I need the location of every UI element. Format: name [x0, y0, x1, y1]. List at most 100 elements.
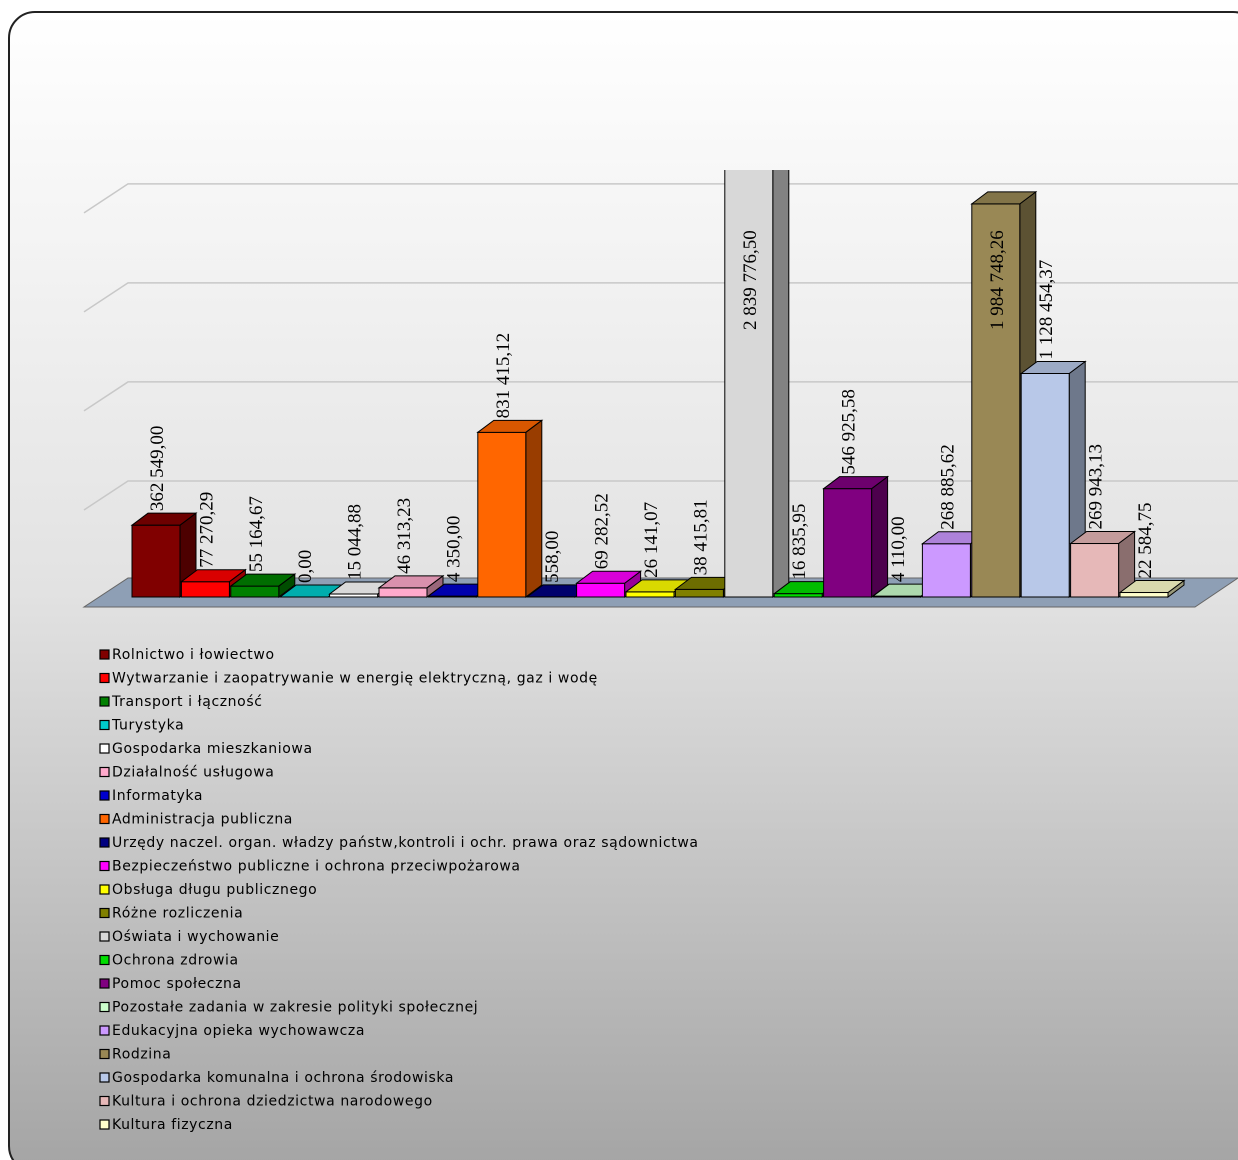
legend-swatch	[99, 1025, 110, 1036]
value-label: 546 925,58	[839, 389, 860, 475]
grid-line	[83, 381, 1238, 412]
value-label: 831 415,12	[493, 333, 514, 419]
bar	[822, 475, 890, 598]
bar-front	[180, 581, 230, 598]
legend-label: Rolnictwo i łowiectwo	[112, 647, 275, 663]
legend-label: Edukacyjna opieka wychowawcza	[112, 1023, 365, 1039]
legend-label: Gospodarka komunalna i ochrona środowisk…	[112, 1070, 454, 1086]
bars	[130, 170, 1186, 598]
legend-swatch	[99, 766, 110, 778]
bar-front	[921, 543, 971, 598]
value-label: 362 549,00	[147, 426, 168, 512]
value-label: 26 141,07	[641, 502, 662, 578]
legend-label: Bezpieczeństwo publiczne i ochrona przec…	[112, 859, 521, 875]
bar-top	[822, 476, 890, 490]
bar-front	[971, 203, 1021, 598]
legend-label: Oświata i wychowanie	[112, 929, 279, 945]
legend-swatch	[99, 1095, 110, 1107]
legend-swatch	[99, 978, 110, 989]
legend-label: Transport i łączność	[111, 694, 263, 710]
legend-swatch	[99, 1072, 110, 1083]
bar-front	[1020, 372, 1070, 598]
bar-top	[130, 512, 198, 526]
legend-swatch	[99, 931, 110, 942]
bar-front	[1070, 543, 1120, 598]
legend-label: Kultura i ochrona dziedzictwa narodowego	[112, 1094, 433, 1110]
legend-swatch	[99, 860, 110, 872]
bar-side	[871, 475, 889, 598]
bar-front	[576, 582, 626, 598]
value-label: 268 885,62	[937, 444, 958, 530]
legend-label: Ochrona zdrowia	[112, 953, 239, 969]
bar-front	[131, 524, 181, 598]
legend-label: Gospodarka mieszkaniowa	[112, 741, 313, 757]
bar	[1118, 579, 1186, 598]
legend-label: Turystyka	[111, 718, 184, 734]
value-label: 0,00	[295, 550, 316, 583]
bar-top	[1118, 580, 1186, 594]
legend-label: Informatyka	[112, 788, 203, 804]
bar	[229, 573, 297, 598]
value-label: 1 128 454,37	[1036, 260, 1057, 360]
legend-swatch	[99, 884, 110, 895]
legend-swatch	[99, 907, 110, 919]
bar-front	[230, 585, 280, 598]
value-label: 558,00	[542, 531, 563, 583]
bar-top	[179, 569, 247, 583]
bar	[1069, 530, 1137, 598]
bar	[476, 419, 544, 598]
bar-front	[773, 593, 823, 598]
legend-swatch	[99, 1001, 110, 1013]
legend-swatch	[99, 954, 110, 966]
legend-swatch	[99, 696, 110, 707]
value-labels: 362 549,00 77 270,29 55 164,67 0,00 15 044,8…	[147, 230, 1156, 583]
value-label: 69 282,52	[592, 493, 613, 569]
bar-front	[724, 170, 774, 598]
bar-front	[625, 591, 675, 598]
bar-front	[378, 587, 428, 598]
grid-line	[83, 282, 1238, 313]
bar-top	[476, 419, 544, 433]
legend-label: Pozostałe zadania w zakresie polityki sp…	[112, 1000, 478, 1016]
bar-top	[575, 570, 643, 584]
bar	[724, 170, 790, 598]
value-label: 55 164,67	[246, 496, 267, 572]
bar	[377, 574, 445, 598]
value-label: 15 044,88	[345, 504, 366, 580]
bar-top	[229, 573, 297, 587]
legend-label: Administracja publiczna	[112, 812, 293, 828]
grid-line	[83, 183, 1238, 214]
legend-swatch	[99, 1048, 110, 1060]
legend-label: Działalność usługowa	[112, 765, 274, 781]
bar-front	[477, 431, 527, 598]
legend-label: Rodzina	[112, 1047, 171, 1063]
bar-front	[823, 488, 873, 598]
value-label: 2 839 776,50	[740, 230, 761, 330]
legend-label: Wytwarzanie i zaopatrywanie w energię el…	[112, 671, 598, 687]
legend-swatch	[99, 719, 110, 731]
bar	[179, 568, 247, 598]
legend-swatch	[99, 672, 110, 684]
value-label: 269 943,13	[1086, 444, 1107, 530]
value-label: 77 270,29	[196, 492, 217, 568]
legend-swatch	[99, 837, 110, 848]
legend-label: Kultura fizyczna	[112, 1117, 233, 1133]
bar-top	[1069, 531, 1137, 545]
legend-label: Pomoc społeczna	[112, 976, 242, 992]
legend: Rolnictwo i łowiectwo Wytwarzanie i zaopa…	[99, 647, 699, 1133]
legend-swatch	[99, 790, 110, 801]
bar-front	[674, 588, 724, 598]
value-label: 16 835,95	[789, 504, 810, 580]
legend-label: Różne rozliczenia	[112, 906, 243, 922]
value-label: 46 313,23	[394, 498, 415, 574]
legend-swatch	[99, 813, 110, 825]
value-label: 4 110,00	[888, 516, 909, 582]
value-label: 1 984 748,26	[987, 230, 1008, 330]
legend-label: Obsługa długu publicznego	[112, 882, 317, 898]
legend-label: Urzędy naczel. organ. władzy państw,kont…	[112, 835, 699, 851]
legend-swatch	[99, 743, 110, 754]
value-label: 38 415,81	[690, 499, 711, 575]
bar-front	[1119, 592, 1169, 598]
